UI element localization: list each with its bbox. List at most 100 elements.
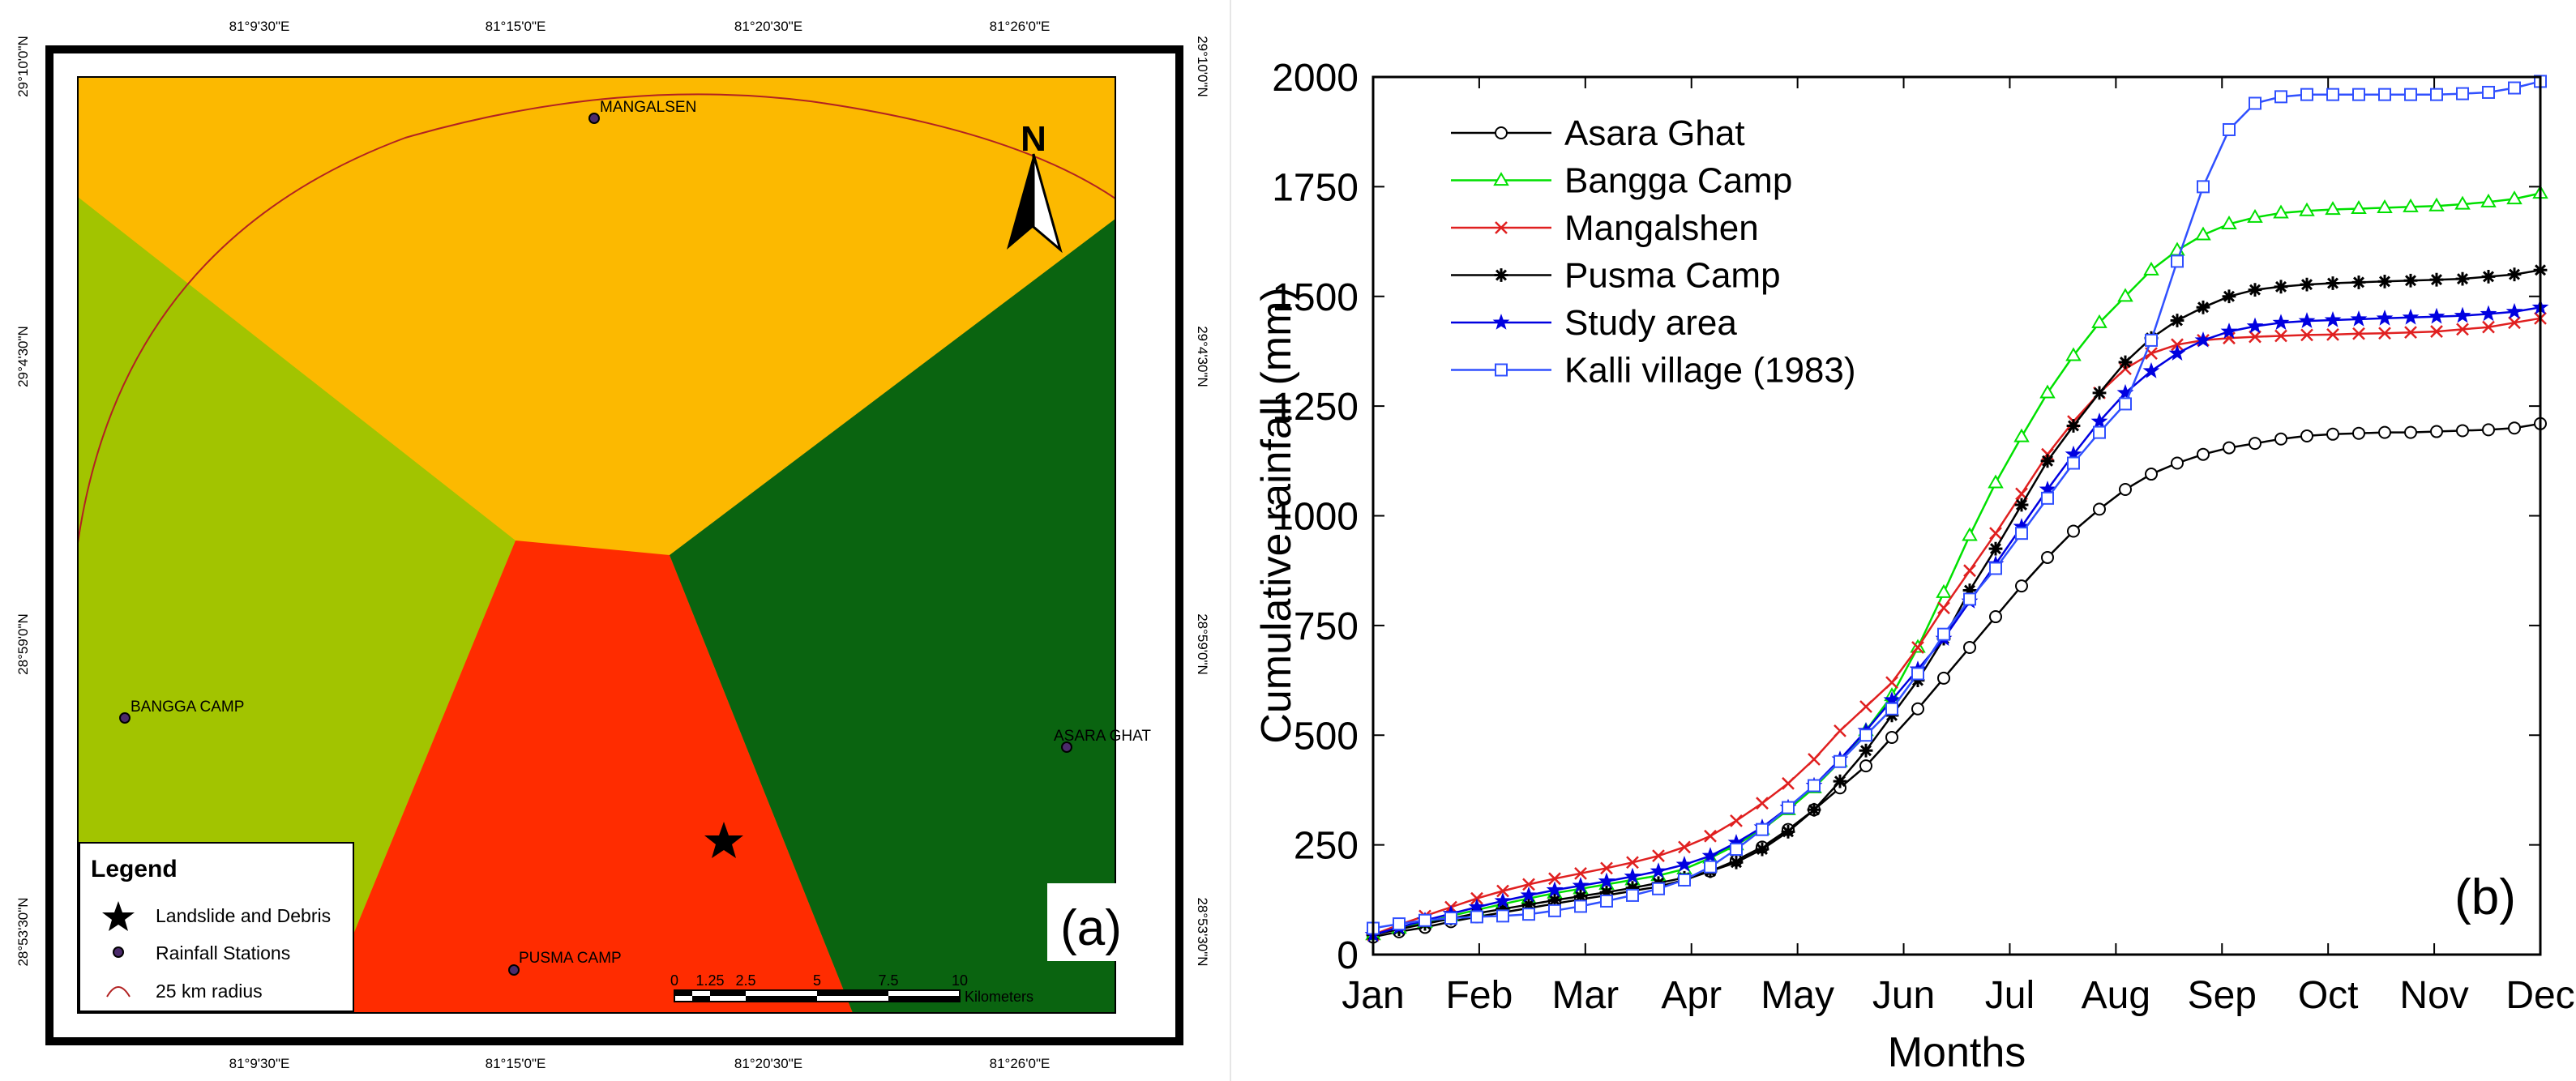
data-point [2350, 310, 2368, 327]
data-point [1704, 829, 1717, 843]
panel-a-label-box [1047, 883, 1135, 961]
data-point [2505, 302, 2523, 319]
legend-title: Legend [91, 856, 178, 882]
data-point [2274, 90, 2287, 104]
data-point [2404, 88, 2417, 101]
data-point [2067, 456, 2080, 470]
map-frame-stripe-top [47, 47, 1182, 53]
data-point [1729, 855, 1744, 870]
data-point [2326, 88, 2339, 101]
data-point [2482, 85, 2495, 99]
data-point [2118, 355, 2133, 370]
data-point [1885, 676, 1898, 690]
data-point [1521, 897, 1536, 912]
data-point [1756, 797, 1769, 810]
data-point [2430, 425, 2443, 438]
data-point [1963, 564, 1976, 578]
legend-label: Mangalshen [1564, 208, 1759, 248]
lat-label-right: 29°10'0"N [1195, 36, 1210, 97]
data-point [2430, 88, 2443, 101]
lat-label-right: 28°53'30"N [1195, 897, 1210, 966]
data-point [2378, 425, 2391, 439]
data-point [2142, 361, 2160, 378]
data-point [1547, 893, 1562, 908]
legend-label: Asara Ghat [1564, 113, 1745, 153]
data-point [1833, 774, 1847, 788]
data-point [2456, 87, 2469, 100]
station-marker-bangga [119, 712, 131, 724]
data-point [2376, 309, 2394, 326]
legend-station-label: Rainfall Stations [156, 942, 290, 964]
lon-label-top: 81°26'0"E [990, 19, 1051, 34]
data-point [1600, 861, 1613, 875]
x-tick-label: Apr [1661, 974, 1722, 1017]
data-point [1494, 268, 1508, 282]
data-point [2145, 333, 2158, 347]
data-point [1834, 754, 1846, 768]
y-tick-label: 750 [1294, 605, 1359, 648]
data-point [2300, 429, 2313, 442]
data-point [2454, 195, 2471, 210]
data-point [1885, 730, 1898, 744]
data-point [1859, 743, 1873, 758]
data-point [1988, 541, 2003, 556]
scale-tick: 10 [952, 972, 968, 989]
data-point [2223, 122, 2236, 136]
data-point [2480, 193, 2497, 207]
data-point [2249, 96, 2261, 110]
x-tick-label: Mar [1551, 974, 1619, 1017]
data-point [1624, 867, 1641, 884]
legend-landslide-label: Landslide and Debris [156, 905, 331, 926]
data-point [2274, 280, 2288, 294]
data-point [1730, 843, 1743, 857]
map-inner-frame [77, 76, 1116, 1014]
data-point [2090, 412, 2108, 429]
data-point [2041, 550, 2054, 564]
data-point [1859, 728, 1872, 742]
data-point [2117, 288, 2133, 302]
data-point [1520, 886, 1538, 903]
data-point [2378, 88, 2391, 101]
data-point [1756, 822, 1769, 836]
x-tick-label: Jul [1985, 974, 2035, 1017]
map-frame-stripe-right [1175, 47, 1182, 1044]
north-arrow-icon: N [1007, 119, 1063, 254]
data-point [2352, 88, 2365, 101]
data-point [2197, 180, 2210, 194]
data-point [2428, 307, 2445, 324]
data-point [2351, 276, 2366, 289]
series-line [1372, 317, 2541, 936]
data-point [2508, 421, 2521, 435]
station-label-pusma: PUSMA CAMP [519, 950, 622, 967]
data-point [1937, 671, 1950, 685]
y-tick-label: 250 [1294, 825, 1359, 868]
data-point [2015, 527, 2028, 540]
data-point [1470, 910, 1483, 924]
x-tick-label: Feb [1446, 974, 1513, 1017]
data-point [1546, 881, 1564, 898]
data-point [2482, 423, 2495, 437]
data-point [1730, 814, 1743, 827]
data-point [1808, 753, 1821, 766]
data-point [2325, 201, 2341, 216]
legend-label: Pusma Camp [1564, 256, 1781, 296]
data-point [1626, 856, 1639, 870]
data-point [2119, 397, 2132, 411]
data-point [2508, 316, 2521, 330]
data-point [2507, 267, 2522, 282]
data-point [2041, 491, 2054, 505]
data-point [1598, 872, 1615, 889]
data-point [2249, 330, 2261, 344]
data-point [2197, 447, 2210, 461]
x-tick-label: Jan [1341, 974, 1404, 1017]
data-point [1678, 840, 1691, 854]
data-point [2249, 437, 2261, 451]
x-tick-label: Jun [1872, 974, 1935, 1017]
data-point [2194, 331, 2212, 348]
legend-label: Bangga Camp [1564, 161, 1792, 201]
data-point [1625, 881, 1640, 895]
data-point [2274, 432, 2287, 446]
data-point [2248, 283, 2262, 297]
data-point [2377, 274, 2392, 288]
data-point [2093, 502, 2106, 516]
